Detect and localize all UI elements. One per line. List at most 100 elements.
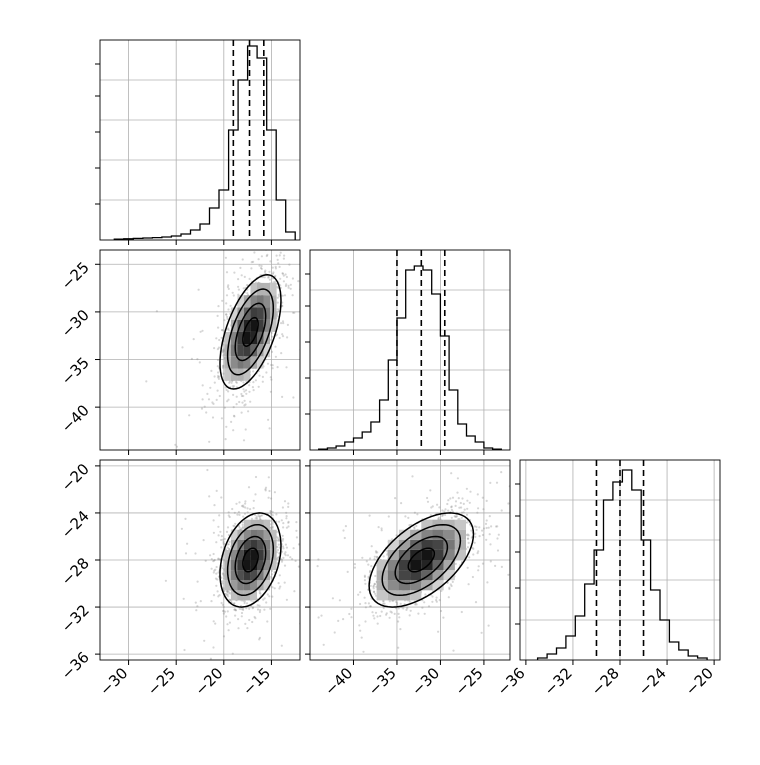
scatter-point: [227, 533, 230, 537]
scatter-point: [285, 598, 288, 601]
scatter-point: [473, 525, 476, 528]
scatter-point: [373, 617, 376, 620]
scatter-point: [220, 538, 223, 542]
scatter-point: [374, 592, 377, 595]
density-cell: [257, 331, 264, 345]
scatter-point: [240, 411, 243, 414]
scatter-point: [251, 606, 255, 609]
scatter-point: [225, 594, 229, 597]
scatter-point: [262, 598, 265, 601]
scatter-point: [516, 525, 518, 527]
scatter-point: [254, 379, 257, 382]
scatter-point: [500, 471, 503, 474]
scatter-point: [233, 415, 236, 418]
scatter-point: [478, 535, 481, 538]
scatter-point: [222, 573, 225, 576]
scatter-point: [213, 375, 216, 378]
scatter-point: [222, 609, 225, 612]
y-tick-label: −36: [58, 648, 93, 683]
scatter-point: [235, 403, 238, 406]
scatter-point: [276, 549, 280, 552]
density-cell: [257, 560, 264, 571]
scatter-point: [228, 515, 231, 519]
scatter-point: [268, 270, 271, 273]
scatter-point: [281, 395, 284, 398]
scatter-point: [385, 613, 388, 616]
scatter-point: [467, 534, 470, 537]
scatter-point: [269, 575, 273, 579]
density-cell: [387, 570, 399, 581]
scatter-point: [269, 511, 272, 515]
scatter-point: [304, 609, 306, 611]
scatter-point: [225, 271, 229, 274]
scatter-point: [270, 497, 273, 500]
density-cell: [263, 319, 270, 332]
scatter-point: [454, 500, 458, 503]
scatter-point: [282, 547, 285, 550]
scatter-point: [283, 500, 287, 503]
density-cell: [243, 368, 251, 381]
density-cell: [443, 539, 455, 550]
scatter-point: [190, 357, 193, 360]
scatter-point: [280, 560, 284, 563]
density-cell: [230, 580, 238, 591]
scatter-point: [223, 537, 226, 541]
scatter-point: [466, 546, 469, 549]
density-cell: [376, 580, 388, 591]
scatter-point: [276, 315, 279, 318]
scatter-point: [325, 260, 327, 262]
density-cell: [237, 319, 244, 332]
scatter-point: [413, 526, 416, 529]
scatter-point: [210, 558, 213, 561]
scatter-point: [444, 508, 447, 511]
scatter-point: [199, 600, 202, 603]
scatter-point: [216, 365, 219, 368]
scatter-point: [485, 499, 488, 502]
scatter-point: [244, 622, 247, 626]
scatter-point: [407, 516, 410, 520]
scatter-point: [249, 508, 252, 511]
scatter-point: [291, 558, 294, 561]
density-cell: [257, 529, 264, 540]
scatter-point: [277, 539, 280, 542]
scatter-point: [237, 525, 241, 528]
scatter-point: [393, 612, 396, 616]
scatter-point: [398, 616, 401, 619]
scatter-point: [244, 403, 247, 406]
scatter-point: [222, 612, 225, 615]
scatter-point: [236, 513, 239, 516]
scatter-point: [496, 525, 499, 528]
density-cell: [250, 356, 257, 369]
scatter-point: [222, 610, 225, 613]
scatter-point: [367, 602, 370, 605]
scatter-point: [261, 380, 264, 383]
scatter-point: [232, 406, 235, 409]
scatter-point: [301, 566, 303, 568]
contour-line: [226, 288, 275, 376]
scatter-point: [235, 457, 237, 459]
scatter-point: [293, 311, 296, 314]
scatter-point: [227, 329, 231, 332]
scatter-point: [395, 601, 399, 604]
scatter-point: [201, 398, 204, 401]
scatter-point: [415, 524, 418, 528]
scatter-point: [278, 520, 281, 523]
density-cell: [243, 560, 251, 571]
scatter-point: [295, 536, 298, 539]
density-cell: [398, 549, 411, 560]
scatter-point: [215, 565, 218, 569]
scatter-point: [223, 319, 226, 322]
scatter-point: [359, 591, 362, 594]
density-cell: [250, 570, 257, 581]
scatter-point: [227, 547, 231, 551]
scatter-point: [235, 395, 238, 398]
scatter-point: [229, 304, 232, 307]
scatter-point: [304, 647, 306, 649]
scatter-point: [297, 280, 300, 283]
scatter-point: [244, 506, 247, 509]
scatter-point: [333, 564, 335, 566]
scatter-point: [466, 533, 469, 536]
x-tick-label: −36: [494, 664, 529, 699]
scatter-point: [397, 646, 400, 649]
scatter-point: [264, 489, 267, 492]
